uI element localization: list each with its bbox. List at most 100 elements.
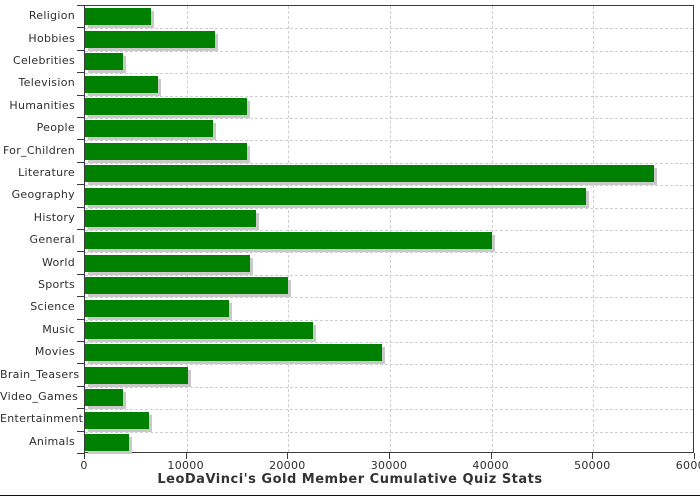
y-axis-label: Humanities [9, 98, 75, 112]
bar [85, 321, 313, 339]
bar [85, 142, 247, 160]
x-axis-label: 60000 [675, 459, 700, 472]
y-axis-label: Brain_Teasers [0, 367, 80, 381]
gridline-horizontal [85, 207, 693, 209]
y-axis-tick [77, 386, 84, 387]
x-axis-label: 20000 [269, 459, 306, 472]
x-axis-tick [491, 453, 492, 459]
gridline-horizontal [85, 50, 693, 52]
x-axis-label: 0 [80, 459, 88, 472]
y-axis-label: General [29, 233, 75, 247]
x-axis-tick [592, 453, 593, 459]
gridline-horizontal [85, 28, 693, 30]
gridline-horizontal [85, 364, 693, 366]
y-axis-tick [77, 453, 84, 454]
y-axis-tick [77, 363, 84, 364]
y-axis-tick [77, 274, 84, 275]
y-axis-label: Television [18, 76, 75, 90]
y-axis-tick [77, 139, 84, 140]
bar [85, 30, 216, 48]
y-axis-tick [77, 27, 84, 28]
y-axis-label: Hobbies [28, 31, 75, 45]
y-axis-tick [77, 72, 84, 73]
x-axis-tick [287, 453, 288, 459]
y-axis-tick [77, 162, 84, 163]
gridline-vertical [390, 6, 391, 452]
bottom-divider [0, 495, 700, 496]
chart-title: LeoDaVinci's Gold Member Cumulative Quiz… [157, 472, 543, 487]
gridline-horizontal [85, 118, 693, 119]
x-axis-label: 50000 [574, 459, 611, 472]
y-axis-tick [77, 341, 84, 342]
y-axis-label: Literature [18, 166, 75, 179]
bar [85, 366, 188, 384]
gridline-horizontal [85, 431, 693, 433]
gridline-horizontal [85, 140, 693, 142]
bar [85, 299, 230, 317]
gridline-horizontal [85, 185, 693, 187]
bar [85, 53, 123, 71]
y-axis-tick [77, 229, 84, 230]
y-axis-tick [77, 319, 84, 320]
y-axis-label: Movies [34, 345, 75, 359]
y-axis-label: Entertainment [0, 412, 84, 426]
x-axis-label: 30000 [370, 459, 408, 472]
y-axis-tick [77, 408, 84, 409]
bar [85, 277, 289, 295]
bar [85, 8, 152, 26]
bar [85, 209, 256, 227]
gridline-horizontal [85, 73, 693, 75]
y-axis-tick [77, 296, 84, 297]
y-axis-label: Animals [29, 434, 75, 448]
bar [85, 411, 150, 429]
gridline-horizontal [85, 274, 693, 276]
bar [85, 433, 129, 451]
gridline-horizontal [85, 162, 693, 164]
x-axis-tick [694, 453, 695, 459]
y-axis-label: People [36, 121, 75, 135]
gridline-horizontal [85, 409, 693, 411]
y-axis-tick [77, 95, 84, 96]
y-axis-tick [77, 117, 84, 118]
gridline-horizontal [85, 386, 693, 388]
y-axis-label: Celebrities [12, 54, 75, 67]
gridline-vertical [288, 6, 290, 452]
gridline-horizontal [85, 230, 693, 231]
bar [85, 97, 247, 115]
bar [85, 344, 382, 362]
bar [85, 120, 214, 138]
x-axis-tick [84, 453, 85, 459]
y-axis-tick [77, 50, 84, 51]
y-axis-tick [77, 251, 84, 252]
bar [85, 232, 492, 250]
plot-area [84, 5, 694, 453]
gridline-vertical [186, 6, 188, 452]
y-axis-label: Music [42, 322, 75, 336]
bar [85, 75, 159, 93]
y-axis-tick [77, 431, 84, 432]
y-axis-label: Video_Games [0, 390, 79, 403]
y-axis-label: Religion [28, 9, 75, 23]
gridline-horizontal [85, 252, 693, 254]
y-axis-label: Geography [11, 188, 75, 202]
y-axis-label: World [41, 255, 75, 269]
bar [85, 254, 250, 272]
x-axis-label: 10000 [167, 459, 204, 472]
gridline-horizontal [85, 319, 693, 321]
x-axis-tick [186, 453, 187, 459]
y-axis-tick [77, 207, 84, 208]
x-axis-tick [389, 453, 390, 459]
bar [85, 389, 123, 407]
bar [85, 165, 655, 183]
y-axis-tick [77, 5, 84, 6]
y-axis-label: For_Children [2, 143, 75, 157]
bar [85, 187, 587, 205]
y-axis-label: Sports [37, 278, 75, 291]
gridline-horizontal [85, 342, 693, 343]
gridline-vertical [491, 6, 493, 452]
gridline-vertical [593, 6, 595, 452]
y-axis-label: Science [30, 300, 75, 314]
y-axis-tick [77, 184, 84, 185]
gridline-horizontal [85, 297, 693, 299]
